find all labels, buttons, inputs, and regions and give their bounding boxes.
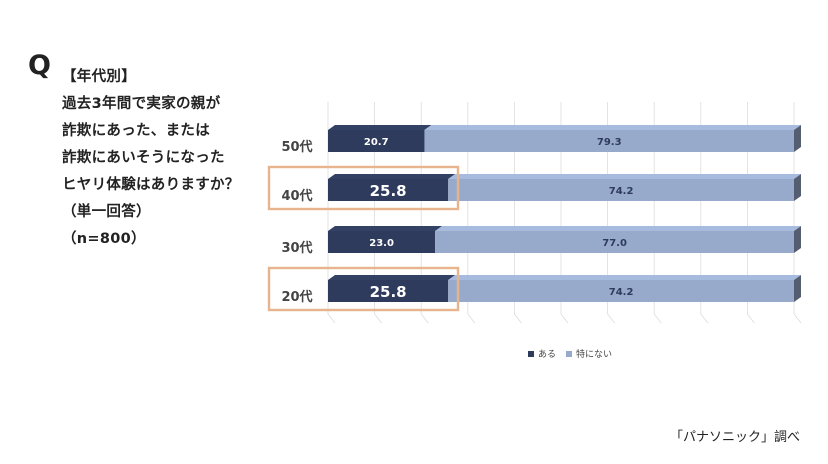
bar-segment-top [424, 125, 801, 130]
question-line: ヒヤリ体験はありますか？ [62, 177, 240, 193]
bar-segment [328, 280, 449, 302]
legend-label: 特にない [576, 348, 612, 360]
legend-swatch [528, 351, 534, 357]
gridline [560, 313, 569, 324]
gridline [467, 313, 476, 324]
bar-segment-side [794, 174, 801, 201]
gridline [747, 313, 755, 324]
question-text: 【年代別】 過去3年間で実家の親が 詐欺にあった、または 詐欺にあいそうになった… [62, 64, 240, 253]
data-label: 25.8 [370, 182, 407, 200]
data-label: 74.2 [609, 186, 634, 197]
source-note: 「パナソニック」調べ [669, 430, 800, 445]
bar-segment [328, 130, 425, 152]
data-label: 20.7 [364, 137, 389, 148]
data-label: 77.0 [602, 238, 627, 249]
gridline [700, 313, 709, 324]
bar-segment-top [448, 174, 801, 179]
data-label: 74.2 [609, 287, 634, 298]
gridline [374, 313, 382, 324]
bar-segment-side [794, 226, 801, 253]
gridline [420, 313, 429, 324]
bar-segment-top [328, 174, 456, 179]
highlight-frame [267, 266, 460, 312]
data-label: 25.8 [370, 283, 407, 301]
bar-segment [424, 130, 794, 152]
question-line: 詐欺にあった、または [62, 123, 210, 139]
question-line: 【年代別】 [62, 69, 136, 85]
gridline [514, 313, 522, 324]
bar-segment-top [328, 125, 432, 130]
question-line: 詐欺にあいそうになった [62, 150, 225, 166]
highlight-frame [267, 165, 460, 211]
gridline [793, 313, 802, 324]
category-label: 40代 [281, 188, 312, 204]
bar-segment [435, 231, 794, 253]
legend-label: ある [538, 349, 556, 360]
gridline [653, 313, 662, 324]
bar-segment-top [435, 226, 801, 231]
data-label: 79.3 [597, 137, 622, 148]
bar-segment-top [328, 275, 456, 280]
question-mark-q: Q [28, 50, 51, 81]
category-label: 50代 [281, 139, 312, 155]
category-label: 30代 [281, 240, 312, 256]
bar-segment [448, 179, 794, 201]
bar-segment-side [794, 275, 801, 302]
bar-segment-side [794, 125, 801, 152]
category-label: 20代 [281, 289, 312, 305]
bar-segment-top [448, 275, 801, 280]
gridline [607, 313, 615, 324]
question-line: （単一回答） [62, 204, 151, 220]
bar-segment-top [328, 226, 443, 231]
data-label: 23.0 [369, 238, 394, 249]
bar-segment [328, 179, 449, 201]
question-line: （n=800） [62, 231, 146, 247]
legend-swatch [566, 351, 572, 357]
question-line: 過去3年間で実家の親が [62, 96, 221, 112]
bar-segment [328, 231, 436, 253]
gridline [327, 313, 336, 324]
bar-segment [448, 280, 794, 302]
